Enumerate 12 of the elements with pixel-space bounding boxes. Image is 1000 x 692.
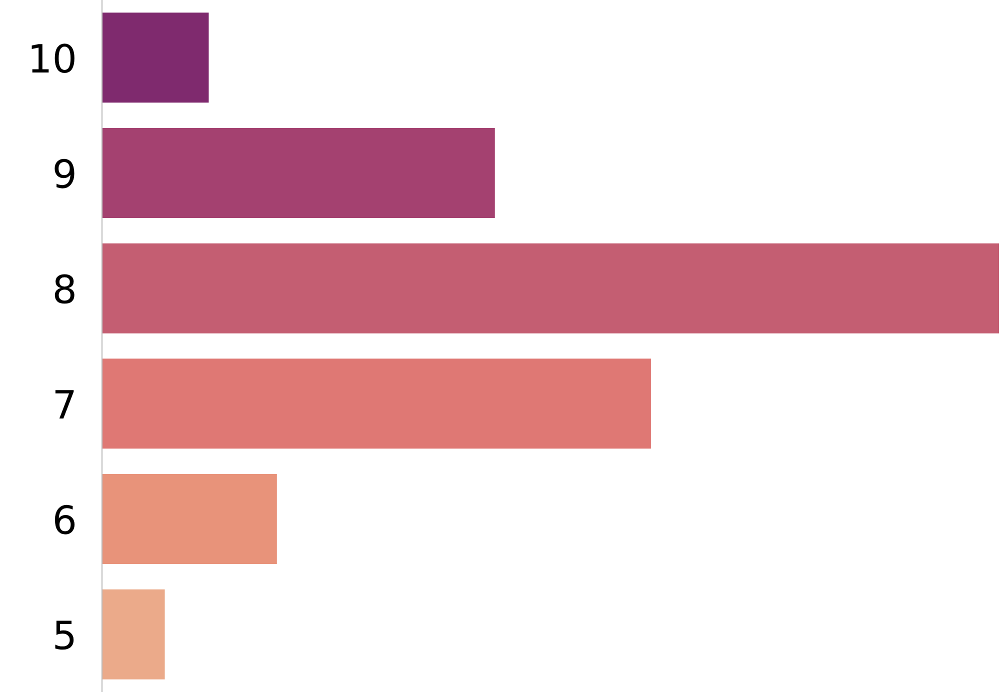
y-tick-label: 6 [54,504,75,534]
y-tick-label: 10 [32,44,74,73]
y-tick-label: 5 [55,620,74,650]
bar [102,358,651,449]
bar [102,128,495,218]
bar [102,243,999,334]
bar [102,474,277,564]
bar [102,12,209,103]
y-tick-label: 8 [54,274,74,304]
y-tick-label: 9 [54,158,74,188]
bar [102,589,165,680]
y-tick-label: 7 [55,390,74,418]
